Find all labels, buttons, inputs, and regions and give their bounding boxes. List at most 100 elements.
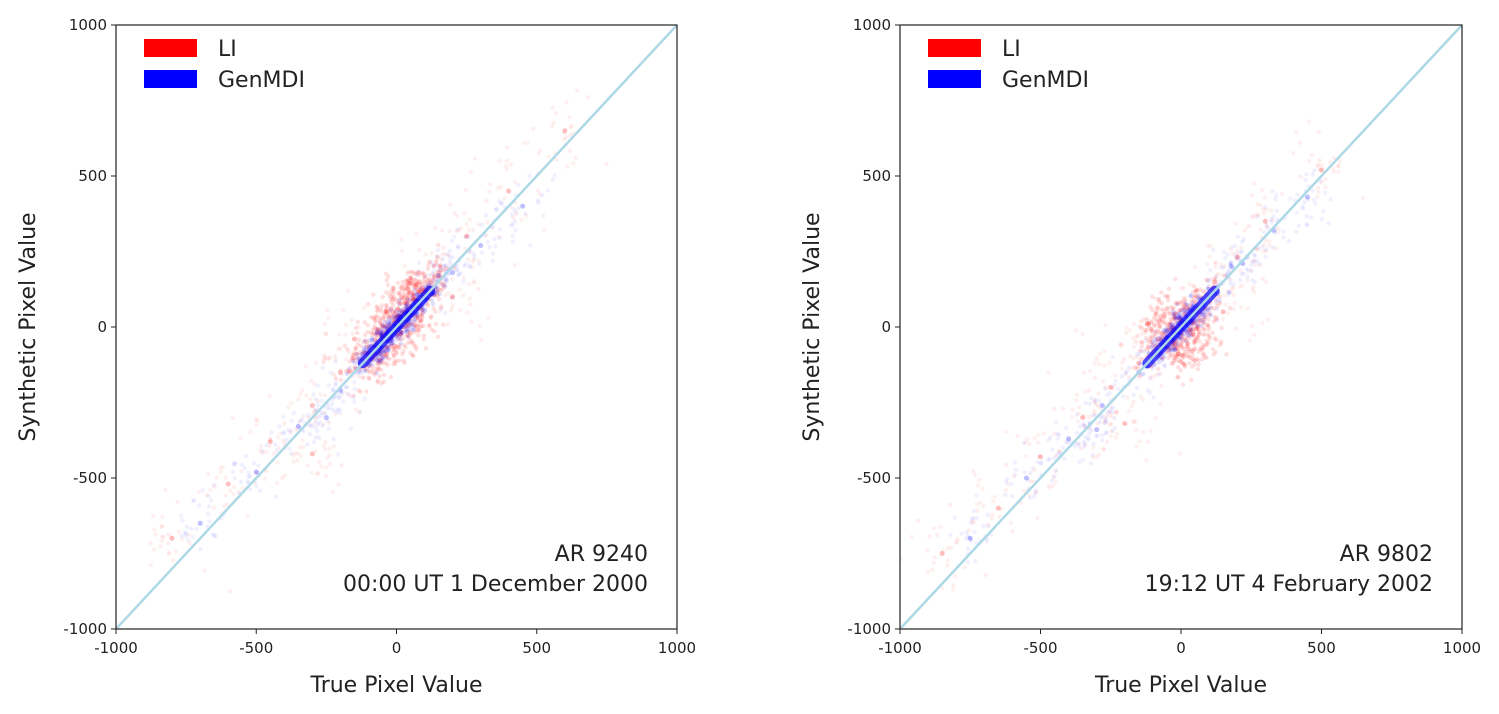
scatter-point-cloud xyxy=(160,523,165,529)
scatter-point-cloud xyxy=(443,266,448,271)
scatter-point-cloud xyxy=(1175,353,1180,359)
scatter-point-cloud xyxy=(376,365,381,370)
scatter-point-cloud xyxy=(1148,336,1154,342)
scatter-point-cloud xyxy=(461,275,467,280)
scatter-point-cloud xyxy=(328,370,333,375)
scatter-point-cloud xyxy=(211,483,217,488)
scatter-point-cloud xyxy=(1181,354,1187,360)
scatter-point-cloud xyxy=(353,351,359,357)
scatter-point-cloud xyxy=(293,427,298,432)
scatter-point-cloud xyxy=(368,315,374,320)
scatter-point-cloud xyxy=(1027,493,1032,498)
scatter-point-cloud xyxy=(1165,349,1171,355)
scatter-point-cloud xyxy=(1125,395,1130,400)
scatter-point-cloud xyxy=(311,392,316,397)
scatter-point-cloud xyxy=(404,301,410,306)
scatter-point-cloud xyxy=(974,502,980,507)
scatter-point-cloud xyxy=(412,319,417,325)
scatter-point-cloud xyxy=(1146,321,1151,326)
scatter-point-cloud xyxy=(1137,438,1142,444)
scatter-point-cloud xyxy=(1153,336,1158,342)
scatter-point-cloud xyxy=(954,539,960,544)
scatter-point-cloud xyxy=(386,348,391,353)
scatter-point-cloud xyxy=(512,218,518,224)
scatter-point-cloud xyxy=(1090,413,1095,418)
scatter-point-cloud xyxy=(1145,347,1150,352)
scatter-point-cloud xyxy=(1181,310,1187,315)
scatter-point-cloud xyxy=(379,323,385,329)
scatter-point-cloud xyxy=(1245,306,1251,311)
scatter-point-cloud xyxy=(336,346,341,351)
scatter-point-cloud xyxy=(1138,394,1143,399)
scatter-point-cloud xyxy=(274,480,280,486)
scatter-point-cloud xyxy=(422,310,427,315)
scatter-point xyxy=(1234,255,1240,261)
scatter-point-cloud xyxy=(322,392,328,398)
scatter-point xyxy=(464,233,470,239)
scatter-point-cloud xyxy=(407,335,412,341)
scatter-point-cloud xyxy=(1251,252,1257,257)
scatter-point-cloud xyxy=(442,292,448,298)
scatter-point-cloud xyxy=(287,446,292,451)
scatter-point-cloud xyxy=(1065,438,1070,444)
scatter-point-cloud xyxy=(1222,293,1227,298)
scatter-point-cloud xyxy=(383,353,389,359)
scatter-point-cloud xyxy=(1150,374,1156,379)
scatter-point-cloud xyxy=(404,332,410,338)
scatter-point-cloud xyxy=(435,334,441,340)
scatter-point-cloud xyxy=(405,324,410,329)
scatter-point-cloud xyxy=(401,307,406,312)
legend-swatch-genmdi xyxy=(928,70,981,88)
scatter-point-cloud xyxy=(419,312,424,317)
scatter-point-cloud xyxy=(391,294,397,300)
scatter-point-cloud xyxy=(405,323,410,328)
scatter-point-cloud xyxy=(1244,266,1249,271)
scatter-point-cloud xyxy=(1247,338,1253,343)
scatter-point-cloud xyxy=(512,262,517,268)
scatter-point-cloud xyxy=(345,288,350,293)
scatter-point-cloud xyxy=(538,148,543,153)
scatter-point-cloud xyxy=(1248,268,1253,273)
scatter-point-cloud xyxy=(413,270,419,276)
scatter-point-cloud xyxy=(1183,301,1189,307)
scatter-point-cloud xyxy=(372,338,377,343)
scatter-point-cloud xyxy=(1204,342,1210,347)
scatter-point-cloud xyxy=(408,326,413,332)
scatter-point-cloud xyxy=(1212,336,1217,341)
scatter-point-cloud xyxy=(1176,351,1181,357)
scatter-point-cloud xyxy=(436,254,441,260)
scatter-point-cloud xyxy=(1201,344,1206,350)
scatter-point-cloud xyxy=(1233,326,1238,331)
scatter-point-cloud xyxy=(413,325,419,330)
scatter-point-cloud xyxy=(346,368,351,373)
scatter-point-cloud xyxy=(379,353,384,358)
scatter-point-cloud xyxy=(1187,282,1192,287)
scatter-point-cloud xyxy=(414,323,419,328)
scatter-point-cloud xyxy=(396,310,402,316)
scatter-point-cloud xyxy=(1076,411,1081,416)
scatter-point-cloud xyxy=(952,515,958,520)
scatter-point-cloud xyxy=(1217,294,1223,299)
scatter-point-cloud xyxy=(401,296,406,301)
scatter-point-cloud xyxy=(1154,317,1159,322)
scatter-point-cloud xyxy=(554,157,559,162)
scatter-point-cloud xyxy=(349,317,354,323)
scatter-point-cloud xyxy=(399,283,405,289)
scatter-point-cloud xyxy=(1193,294,1198,299)
scatter-point-cloud xyxy=(1162,315,1167,320)
scatter-point-cloud xyxy=(932,555,937,560)
scatter-point-cloud xyxy=(426,262,431,268)
scatter-point xyxy=(1220,309,1226,315)
scatter-point-cloud xyxy=(304,393,309,398)
scatter-point-cloud xyxy=(1182,361,1187,366)
scatter-point-cloud xyxy=(1131,419,1136,424)
scatter-point-cloud xyxy=(1182,302,1188,308)
scatter-point-cloud xyxy=(353,355,359,361)
scatter-point-cloud xyxy=(1036,433,1041,438)
scatter-point-cloud xyxy=(1172,354,1178,359)
scatter-point-cloud xyxy=(326,426,331,431)
scatter-point-cloud xyxy=(1081,457,1086,462)
scatter-point-cloud xyxy=(466,281,472,287)
scatter-point-cloud xyxy=(377,374,382,379)
scatter-point-cloud xyxy=(246,470,251,476)
